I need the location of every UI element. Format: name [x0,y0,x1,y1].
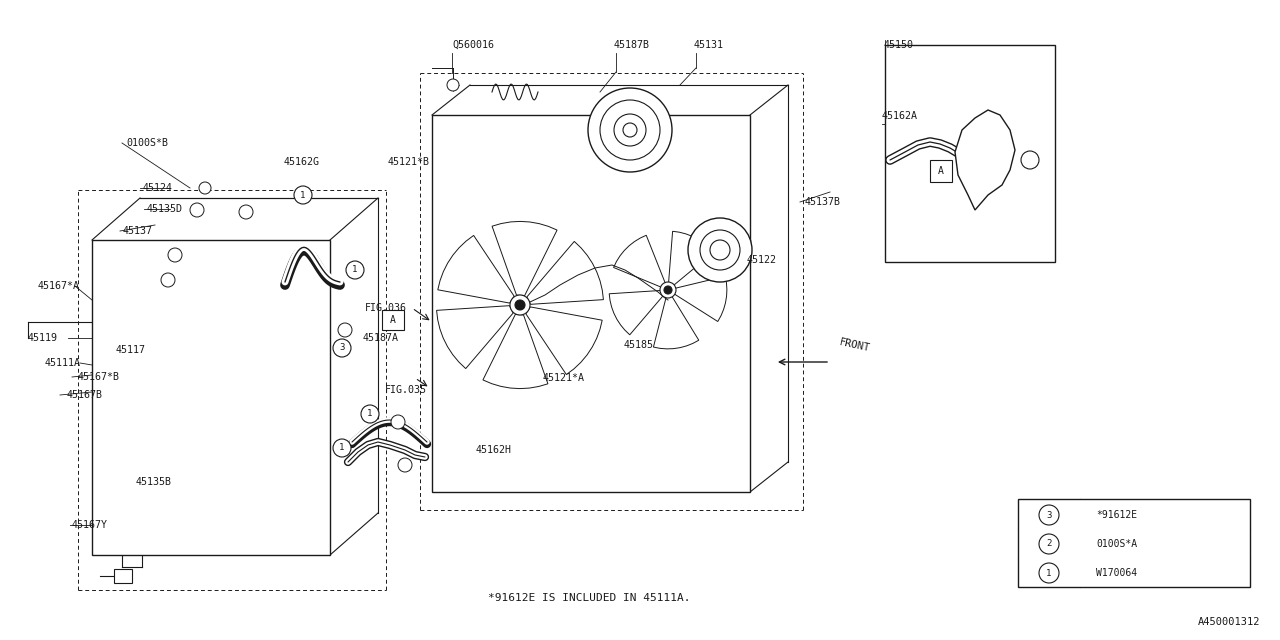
Text: 1: 1 [367,410,372,419]
Circle shape [623,123,637,137]
Circle shape [398,458,412,472]
Circle shape [710,240,730,260]
Text: 45135B: 45135B [136,477,172,487]
Circle shape [333,339,351,357]
Text: Q560016: Q560016 [452,40,494,50]
Polygon shape [609,291,663,335]
Circle shape [1021,151,1039,169]
Circle shape [189,203,204,217]
Text: A: A [390,315,396,325]
Polygon shape [492,221,557,296]
Text: 45167B: 45167B [67,390,102,400]
Circle shape [390,415,404,429]
Polygon shape [438,236,515,303]
Text: 45119: 45119 [28,333,58,343]
Bar [92,240,330,555]
Text: 1: 1 [339,444,344,452]
Text: 1: 1 [1046,568,1052,577]
Text: 3: 3 [1046,511,1052,520]
Circle shape [1039,534,1059,554]
Text: 45187B: 45187B [614,40,650,50]
Bar [381,310,404,330]
Circle shape [588,88,672,172]
Polygon shape [526,307,602,374]
Circle shape [447,79,460,91]
Circle shape [614,114,646,146]
Text: FIG.036: FIG.036 [365,303,407,313]
Circle shape [664,286,672,294]
Text: 45162H: 45162H [476,445,512,455]
Text: 45167Y: 45167Y [72,520,108,530]
Circle shape [294,186,312,204]
Circle shape [161,273,175,287]
Polygon shape [483,314,548,388]
Text: FIG.035: FIG.035 [385,385,428,395]
Polygon shape [653,296,699,349]
Text: *91612E IS INCLUDED IN 45111A.: *91612E IS INCLUDED IN 45111A. [488,593,690,603]
Circle shape [338,323,352,337]
Text: 2: 2 [1046,540,1052,548]
Bar [884,45,1055,262]
Text: 45137: 45137 [123,226,154,236]
Circle shape [198,182,211,194]
Text: A450001312: A450001312 [1198,617,1260,627]
Bar [1018,499,1251,587]
Text: 45137B: 45137B [805,197,841,207]
Circle shape [515,300,525,310]
Bar [931,160,952,182]
Circle shape [239,205,253,219]
Text: 0100S*B: 0100S*B [125,138,168,148]
Polygon shape [436,306,513,369]
Text: 45111A: 45111A [45,358,81,368]
Text: 45131: 45131 [694,40,724,50]
Text: 45124: 45124 [143,183,173,193]
Circle shape [1039,563,1059,583]
Text: A: A [938,166,943,176]
Circle shape [168,248,182,262]
Text: 45121*B: 45121*B [388,157,430,167]
Circle shape [361,405,379,423]
Text: 45167*B: 45167*B [78,372,120,382]
Text: 45117: 45117 [116,345,146,355]
Text: 45150: 45150 [884,40,914,50]
Text: 45162G: 45162G [284,157,320,167]
Polygon shape [675,276,727,321]
Circle shape [660,282,676,298]
Bar [114,569,132,583]
Polygon shape [613,236,666,287]
Text: 45187A: 45187A [364,333,399,343]
Text: *91612E: *91612E [1096,510,1137,520]
Circle shape [1039,505,1059,525]
Text: 45121*A: 45121*A [543,373,585,383]
Text: 0100S*A: 0100S*A [1096,539,1137,549]
Text: 45167*A: 45167*A [38,281,79,291]
Polygon shape [527,241,603,305]
Text: 1: 1 [352,266,357,275]
Text: 3: 3 [339,344,344,353]
Text: FRONT: FRONT [838,337,870,353]
Circle shape [600,100,660,160]
Text: 45122: 45122 [748,255,777,265]
Text: W170064: W170064 [1096,568,1137,578]
Text: 1: 1 [301,191,306,200]
Circle shape [700,230,740,270]
Circle shape [333,439,351,457]
Text: 45185: 45185 [625,340,654,350]
Circle shape [346,261,364,279]
Text: 45135D: 45135D [147,204,183,214]
Circle shape [509,295,530,315]
Polygon shape [668,231,713,285]
Polygon shape [955,110,1015,210]
Text: 45162A: 45162A [882,111,918,121]
Bar [433,115,750,492]
Circle shape [689,218,753,282]
